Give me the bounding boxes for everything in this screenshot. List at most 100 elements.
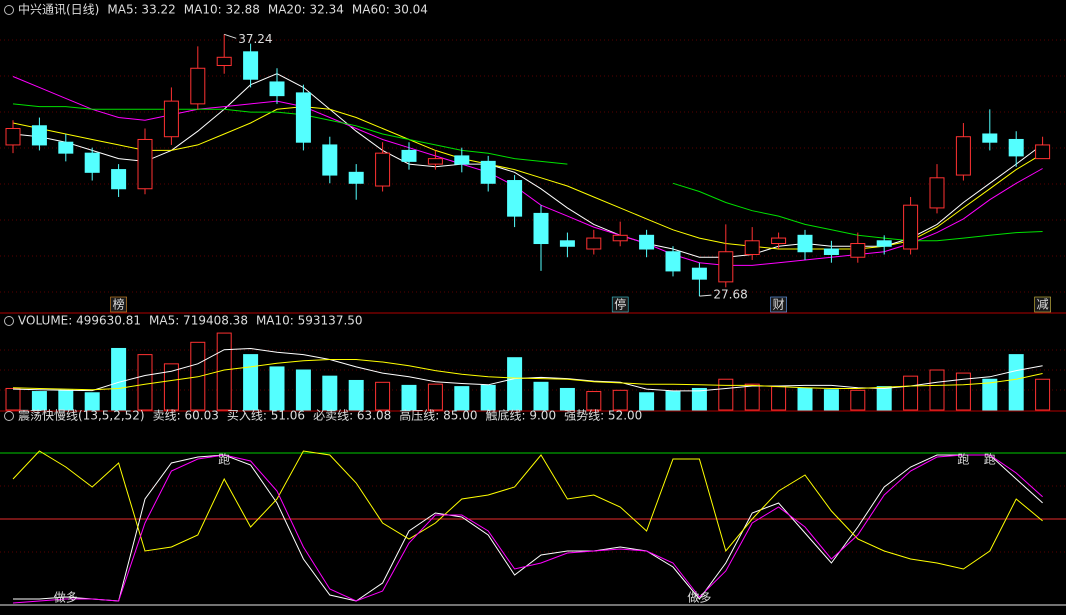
signal-label: 跑 [218,453,230,467]
volume-bar [58,389,74,411]
panel-icon [4,316,14,326]
candle-body [507,180,523,217]
volume-bar [718,378,734,411]
candle-body [929,177,945,209]
oscillator-line [12,454,1043,604]
volume-bar [771,386,787,411]
candle-body [850,243,866,258]
candle-body [876,240,892,247]
legend-entry: 高压线: 85.00 [399,408,477,423]
volume-bar [375,381,391,411]
legend-entry: 卖线: 60.03 [153,409,219,423]
volume-bar [559,387,575,411]
volume-bar [586,391,602,411]
volume-bar [691,387,707,411]
volume-bar [903,375,919,411]
candle-body [58,141,74,154]
legend-entry: MA20: 32.34 [268,3,344,17]
annotation-pointer [224,33,237,39]
tag: 减 [1037,298,1049,312]
volume-bar [84,392,100,411]
candle-body [190,67,206,105]
candle-body [84,152,100,173]
candle-body [665,251,681,272]
volume-bar [427,383,443,411]
volume-bar [295,369,311,411]
candle-body [243,51,259,80]
candle-body [586,237,602,250]
candle-body [1035,144,1051,160]
candle-body [903,204,919,250]
volume-bar [190,341,206,411]
candle-body [797,234,813,253]
candle-body [1008,138,1024,157]
volume-bar [982,378,998,411]
candle-body [322,144,338,176]
candle-body [955,136,971,176]
volume-bar [401,384,417,411]
candle-body [639,234,655,250]
legend-entry: 强势线: 52.00 [564,409,642,423]
tag: 停 [614,297,626,312]
volume-bar [639,392,655,411]
candle-body [559,240,575,247]
candle-body [295,92,311,143]
tag-box [1034,296,1051,313]
low-label: 27.68 [713,288,747,302]
volume-ma-line [12,359,1043,391]
volume-bar [850,389,866,411]
candle-body [269,81,285,97]
volume-bar [876,386,892,411]
volume-bar [797,387,813,411]
volume-bar [454,386,470,411]
volume-bar [507,357,523,411]
tag-box [611,296,629,313]
candle-body [982,133,998,143]
chart-title: 中兴通讯(日线) [18,2,99,17]
tag-box [110,296,127,313]
candle-body [111,169,127,190]
volume-bar [163,363,179,411]
legend-entry: 触底线: 9.00 [486,408,557,423]
volume-bar [744,383,760,411]
volume-bar [665,391,681,411]
candle-body [5,128,21,146]
candle-body [375,152,391,187]
panel-title: 震荡快慢线(13,5,2,52) [18,409,145,423]
volume-bar [480,384,496,411]
candle-body [744,240,760,255]
tag-box [770,296,787,313]
legend-entry: 必卖线: 63.08 [313,409,391,423]
legend-entry: 买入线: 51.06 [227,409,305,423]
volume-bar [1035,378,1051,411]
ma-line [12,76,1043,266]
volume-bar [5,387,21,411]
tag: 财 [773,298,785,312]
volume-bar [612,389,628,411]
signal-label: 做多 [54,590,78,605]
ma-line [12,73,1043,258]
legend-entry: VOLUME: 499630.81 [18,314,141,328]
candle-body [454,155,470,165]
annotation-pointer [699,294,712,297]
candle-body [771,237,787,245]
candle-body [31,125,47,146]
volume-bar [111,347,127,411]
high-label: 37.24 [238,32,272,46]
candle-body [612,234,628,242]
candle-body [216,56,232,67]
tag: 榜 [113,297,125,312]
volume-bar [348,379,364,411]
signal-label: 跑 [957,453,969,467]
legend-entry: MA5: 33.22 [107,3,175,17]
volume-bar [1008,354,1024,411]
volume-bar [955,372,971,411]
volume-bar [322,375,338,411]
panel-icon [4,5,14,15]
legend-entry: MA5: 719408.38 [149,314,248,328]
candle-body [823,248,839,255]
volume-bar [823,389,839,411]
oscillator-line [13,454,1043,602]
